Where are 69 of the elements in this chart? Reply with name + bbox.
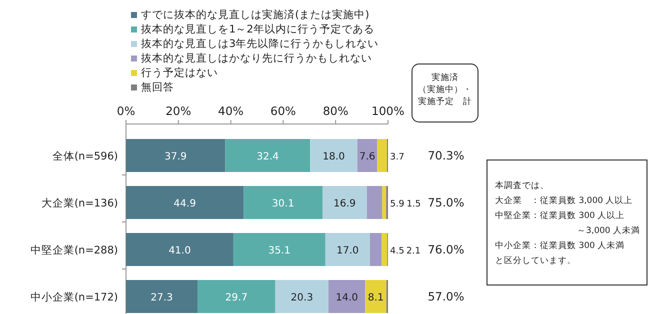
x-tick-label: 0% bbox=[116, 104, 136, 118]
bar bbox=[198, 280, 276, 313]
data-label: 14.0 bbox=[336, 292, 358, 304]
bar bbox=[322, 186, 367, 219]
data-label: 30.1 bbox=[272, 198, 294, 210]
data-label: 20.3 bbox=[290, 292, 314, 304]
data-label: 7.6 bbox=[359, 152, 376, 162]
bar bbox=[370, 233, 382, 266]
data-label: 17.0 bbox=[336, 246, 359, 256]
bar bbox=[225, 139, 310, 172]
data-label: 16.9 bbox=[334, 198, 356, 210]
data-label: 18.0 bbox=[322, 152, 345, 162]
bar bbox=[233, 233, 326, 266]
text: 大企業 ：従業員数 3,000 人以上 bbox=[495, 195, 633, 206]
text: 実施予定 計 bbox=[418, 96, 472, 107]
data-label: 4.5 bbox=[390, 246, 404, 256]
legend-label: 行う予定はない bbox=[141, 66, 218, 79]
text: ～3,000 人未満 bbox=[576, 225, 640, 236]
bar bbox=[126, 233, 234, 266]
data-label: 1.5 bbox=[406, 200, 421, 210]
bar bbox=[328, 280, 366, 313]
text: 75.0% bbox=[428, 196, 464, 210]
x-tick-label: 40% bbox=[218, 104, 244, 118]
data-label: 27.3 bbox=[150, 292, 173, 304]
y-tick-label: 全体(n=596) bbox=[52, 150, 118, 162]
legend-label: すでに抜本的な見直しは実施済(または実施中) bbox=[141, 8, 370, 21]
bar bbox=[377, 139, 387, 172]
data-label: 5.9 bbox=[390, 200, 405, 210]
bar bbox=[244, 186, 322, 219]
data-label: 3.7 bbox=[390, 152, 404, 162]
bar bbox=[126, 186, 244, 219]
legend-label: 抜本的な見直しは3年先以降に行うかもしれない bbox=[141, 37, 379, 50]
bar bbox=[382, 186, 386, 219]
y-tick-label: 中堅企業(n=288) bbox=[30, 244, 118, 256]
legend-label: 無回答 bbox=[141, 82, 174, 94]
x-tick-label: 20% bbox=[166, 104, 192, 118]
text: 57.0% bbox=[428, 290, 464, 304]
text: 中堅企業：従業員数 300 人以上 bbox=[495, 210, 625, 221]
bar bbox=[126, 139, 226, 172]
bar bbox=[357, 139, 378, 172]
bar bbox=[365, 280, 386, 313]
text: 70.3% bbox=[428, 148, 464, 162]
bar bbox=[126, 280, 198, 313]
data-label: 37.9 bbox=[164, 152, 187, 162]
bar bbox=[325, 233, 370, 266]
data-label: 32.4 bbox=[256, 152, 279, 162]
data-label: 44.9 bbox=[174, 198, 196, 210]
data-label: 8.1 bbox=[368, 292, 384, 304]
bar bbox=[275, 280, 329, 313]
y-tick-label: 中小企業(n=172) bbox=[30, 290, 118, 304]
bar bbox=[382, 233, 388, 266]
text: 中小企業：従業員数 300 人未満 bbox=[495, 240, 625, 251]
bar bbox=[366, 186, 382, 219]
text: 本調査では、 bbox=[495, 180, 549, 191]
legend-label: 抜本的な見直しはかなり先に行うかもしれない bbox=[141, 52, 372, 64]
text: と区分しています。 bbox=[495, 255, 576, 266]
data-label: 2.1 bbox=[406, 246, 421, 256]
x-tick-label: 80% bbox=[322, 104, 348, 118]
text: （実施中）・ bbox=[418, 84, 472, 95]
data-label: 41.0 bbox=[168, 246, 191, 256]
x-tick-label: 100% bbox=[372, 104, 405, 118]
data-label: 35.1 bbox=[268, 246, 291, 256]
bar bbox=[310, 139, 358, 172]
text: 76.0% bbox=[428, 242, 464, 256]
legend-label: 抜本的な見直しを1～2年以内に行う予定である bbox=[141, 22, 374, 36]
y-tick-label: 大企業(n=136) bbox=[41, 196, 118, 210]
data-label: 29.7 bbox=[225, 292, 248, 304]
text: 実施済 bbox=[432, 72, 458, 83]
x-tick-label: 60% bbox=[270, 104, 296, 118]
